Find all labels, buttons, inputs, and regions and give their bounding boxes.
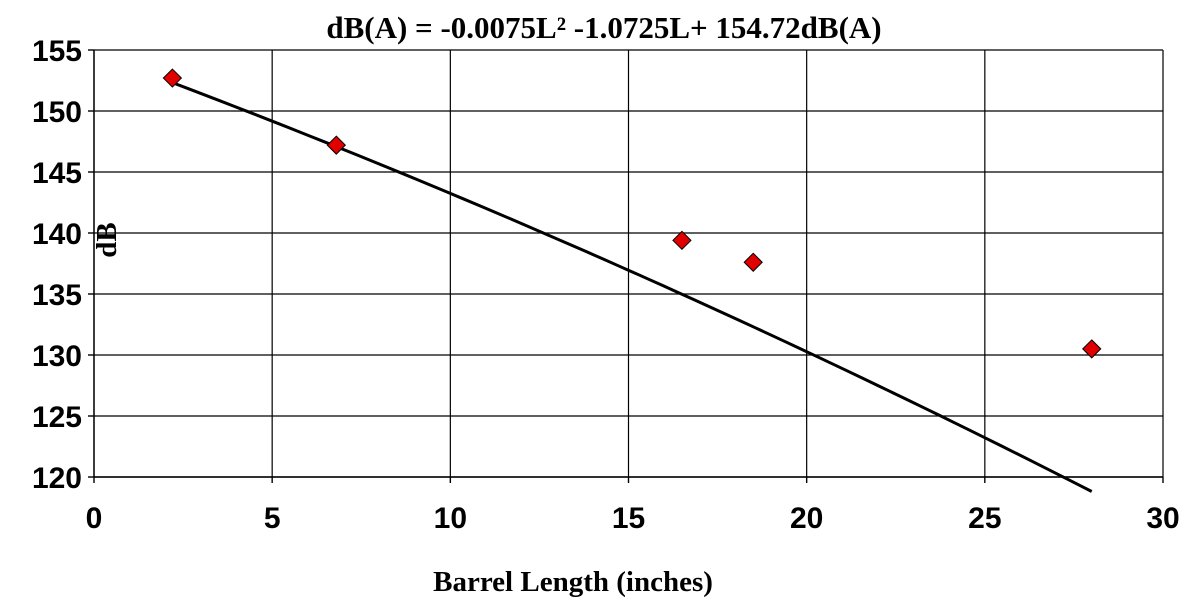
x-axis-tick-labels: 0 5 10 15 20 25 30: [86, 502, 1180, 535]
trendline: [171, 81, 1093, 493]
y-tick-label: 125: [32, 401, 82, 434]
y-tick-label: 145: [32, 157, 82, 190]
data-points: [162, 68, 1102, 359]
data-point-diamond: [743, 252, 763, 272]
x-tick-label: 20: [790, 502, 823, 535]
x-tick-label: 25: [968, 502, 1001, 535]
data-point-diamond: [162, 68, 183, 88]
x-axis-label: Barrel Length (inches): [433, 566, 713, 598]
x-tick-label: 15: [612, 502, 645, 535]
y-axis-tick-labels: 120 125 130 135 140 145 150 155: [32, 35, 82, 495]
y-tick-label: 120: [32, 462, 82, 495]
chart-title: dB(A) = -0.0075L² -1.0725L+ 154.72dB(A): [326, 10, 881, 45]
data-point-diamond: [672, 230, 692, 251]
x-tick-label: 0: [86, 502, 103, 535]
x-tick-label: 30: [1146, 502, 1179, 535]
axes: [88, 49, 1164, 483]
trendline-group: [171, 81, 1093, 493]
data-point-diamond: [1082, 339, 1102, 359]
data-point-diamond: [326, 135, 347, 155]
y-tick-label: 135: [32, 279, 82, 312]
y-tick-label: 130: [32, 340, 82, 373]
y-axis-label: dB: [91, 222, 123, 257]
y-tick-label: 155: [32, 35, 82, 68]
x-tick-label: 10: [434, 502, 467, 535]
y-tick-label: 140: [32, 218, 82, 251]
gridlines: [93, 49, 1164, 478]
x-tick-label: 5: [264, 502, 281, 535]
y-tick-label: 150: [32, 96, 82, 129]
